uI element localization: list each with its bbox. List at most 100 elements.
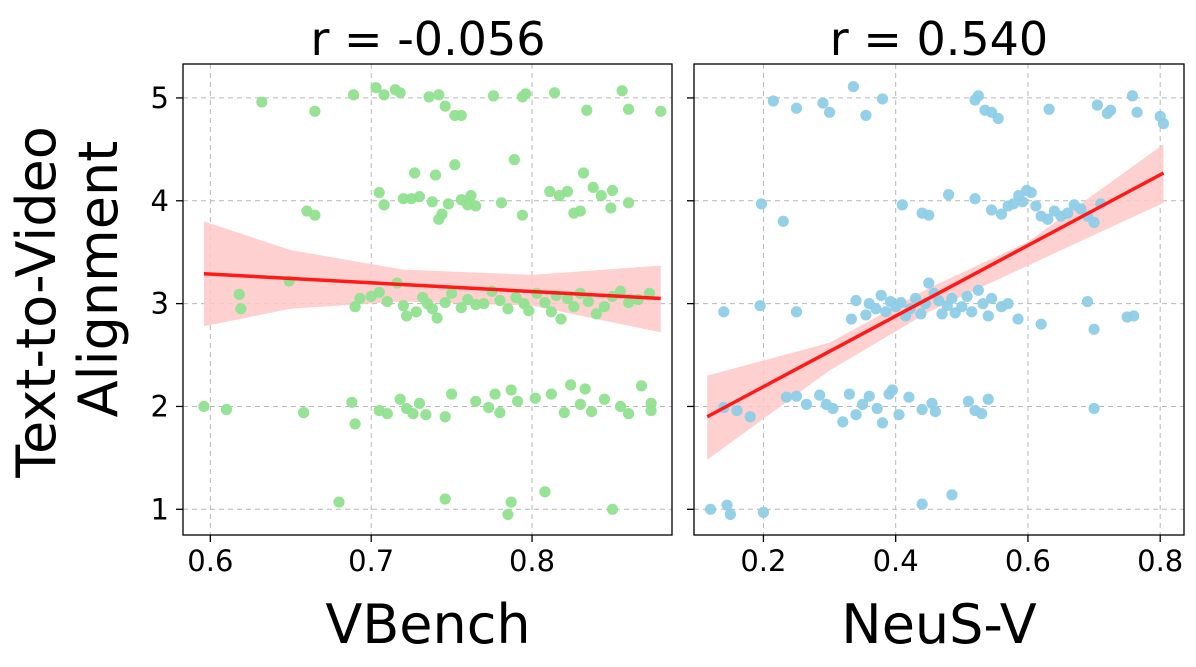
data-point	[909, 292, 922, 305]
data-point	[718, 306, 730, 318]
data-point	[561, 292, 574, 305]
data-point	[510, 291, 522, 304]
x-tick-label: 0.6	[1005, 544, 1051, 578]
data-point	[645, 404, 657, 417]
data-point	[622, 103, 635, 115]
data-point	[860, 309, 872, 321]
data-point	[523, 305, 535, 317]
data-point	[409, 167, 421, 179]
data-point	[590, 308, 602, 320]
y-tick-label: 2	[151, 389, 169, 423]
y-tick-label: 4	[151, 184, 169, 218]
data-point	[929, 405, 941, 418]
data-point	[487, 90, 500, 102]
data-point	[565, 379, 577, 391]
data-point	[823, 106, 836, 118]
data-point	[235, 303, 247, 315]
data-point	[446, 388, 458, 400]
data-point	[616, 85, 628, 97]
data-point	[581, 104, 593, 116]
data-point	[579, 383, 591, 395]
data-point	[346, 396, 358, 408]
data-point	[439, 411, 451, 423]
data-point	[655, 105, 667, 117]
data-point	[780, 391, 793, 403]
data-point	[587, 181, 599, 194]
data-point	[489, 388, 501, 400]
x-tick-label: 0.7	[348, 544, 394, 578]
data-point	[574, 205, 586, 217]
data-point	[1025, 186, 1037, 199]
data-point	[436, 208, 448, 220]
data-point	[446, 287, 458, 299]
data-point	[731, 404, 743, 417]
x-tick-label: 0.4	[873, 544, 919, 578]
data-point	[373, 286, 385, 298]
panel-neusv: 0.2 0.4 0.6 0.8 r = 0.540 NeuS-V	[687, 12, 1185, 656]
data-point	[449, 159, 461, 171]
data-point	[462, 293, 474, 306]
data-point	[704, 503, 717, 515]
data-point	[916, 498, 928, 510]
data-point	[426, 196, 438, 208]
y-tick-label: 5	[151, 81, 169, 115]
data-point	[724, 508, 736, 521]
panel-vbench-x-axis-label: VBench	[325, 593, 530, 656]
data-point	[614, 400, 627, 413]
data-point	[946, 489, 958, 501]
data-point	[495, 197, 508, 209]
data-point	[333, 496, 345, 508]
data-point	[555, 313, 567, 325]
data-point	[969, 193, 981, 205]
data-point	[606, 503, 619, 515]
data-point	[972, 284, 984, 296]
data-point	[1088, 402, 1100, 415]
data-point	[429, 169, 442, 181]
data-point	[790, 390, 803, 402]
panel-neusv-title: r = 0.540	[830, 12, 1048, 66]
data-point	[1091, 99, 1103, 111]
data-point	[233, 288, 245, 300]
data-point	[455, 109, 467, 122]
data-point	[413, 191, 426, 203]
data-point	[582, 295, 594, 308]
data-point	[502, 303, 514, 315]
data-point	[847, 81, 859, 93]
data-point	[850, 294, 862, 307]
data-point	[1017, 196, 1029, 208]
data-point	[800, 398, 813, 410]
data-point	[635, 380, 648, 392]
data-point	[850, 409, 862, 421]
data-point	[539, 296, 551, 309]
data-point	[381, 295, 393, 308]
data-point	[886, 384, 898, 396]
data-point	[876, 417, 889, 429]
data-point	[1088, 323, 1100, 335]
data-point	[622, 197, 635, 209]
data-point	[529, 392, 541, 404]
data-point	[407, 408, 419, 420]
data-point	[574, 398, 586, 410]
data-point	[577, 167, 590, 179]
data-point	[903, 391, 915, 403]
data-point	[857, 398, 869, 410]
data-point	[837, 416, 849, 428]
data-point	[198, 400, 210, 413]
data-point	[721, 499, 733, 511]
data-point	[598, 301, 611, 313]
axes-frame	[182, 63, 673, 536]
data-point	[373, 186, 385, 199]
data-point	[598, 393, 611, 405]
data-point	[933, 294, 945, 307]
data-point	[871, 402, 883, 415]
plot-area: 0.2 0.4 0.6 0.8	[687, 63, 1185, 578]
data-point	[982, 310, 994, 322]
data-point	[483, 401, 495, 414]
data-point	[915, 308, 927, 320]
data-point	[494, 294, 506, 307]
data-point	[511, 395, 524, 407]
data-point	[992, 112, 1004, 125]
panel-vbench: 0.6 0.7 0.8 1 2 3 4 5 r = -0.056 VBench	[151, 12, 673, 656]
data-point	[1128, 310, 1140, 322]
